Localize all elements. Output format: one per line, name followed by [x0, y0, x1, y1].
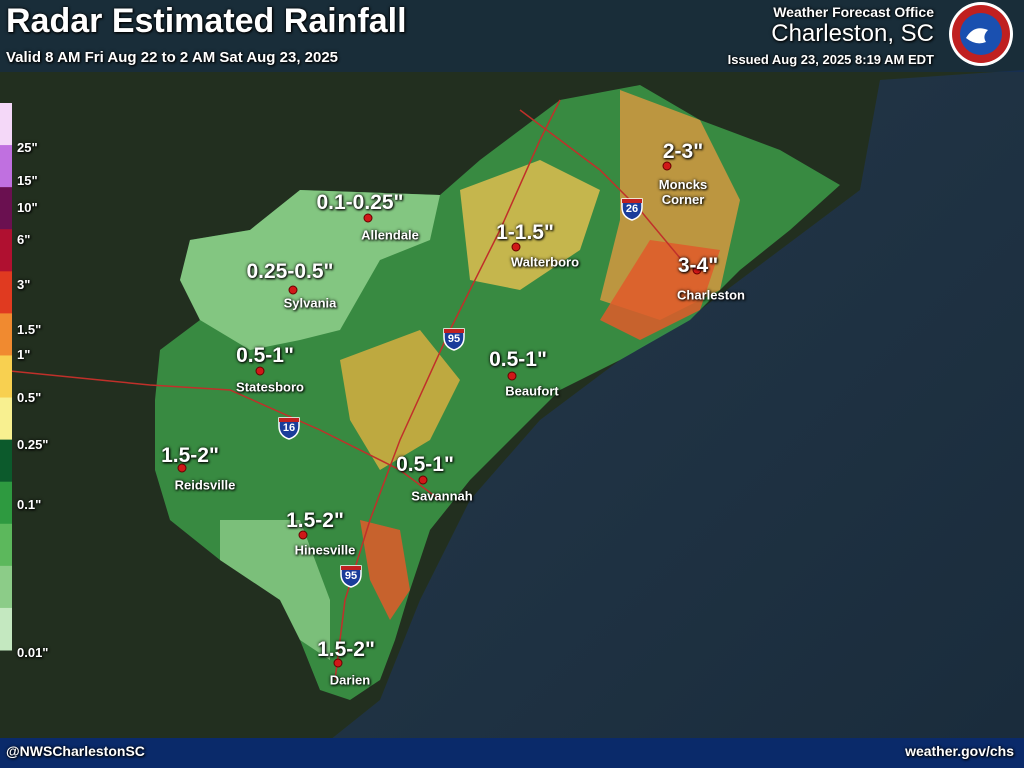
city-dot [288, 285, 298, 295]
legend-swatch [0, 313, 12, 356]
rainfall-amount: 0.5-1" [489, 348, 547, 371]
legend-label: 0.01" [17, 645, 49, 660]
logo-cloud [966, 28, 988, 44]
legend-label: 3" [17, 277, 31, 292]
rainfall-amount: 1.5-2" [286, 509, 344, 532]
legend-swatch [0, 187, 12, 230]
city-name: Savannah [411, 488, 473, 504]
legend-label: 6" [17, 232, 31, 247]
heavy-rain [360, 520, 410, 620]
city-name: Walterboro [510, 254, 580, 270]
interstate-number: 16 [282, 422, 296, 435]
moderate-rain [460, 160, 600, 290]
interstate-shield-top [341, 566, 361, 570]
legend-label: 1" [17, 347, 31, 362]
rainfall-amount: 0.5-1" [236, 344, 294, 367]
rainfall-amount: 0.25-0.5" [246, 260, 334, 283]
rainfall-amount: 3-4" [677, 254, 719, 277]
nws-logo [949, 2, 1013, 66]
social-handle: @NWSCharlestonSC [6, 743, 145, 759]
ocean [330, 70, 1024, 740]
highway [519, 109, 691, 271]
interstate-shield-top [444, 329, 464, 333]
header-band [0, 0, 1024, 72]
interstate-shield [278, 417, 300, 440]
city-dot [692, 265, 702, 275]
office: Weather Forecast Office [773, 4, 934, 20]
legend-label: 10" [17, 200, 38, 215]
rainfall-amount: 1.5-2" [317, 638, 375, 661]
interstate-number: 95 [447, 333, 461, 346]
moderate-rain [340, 330, 460, 470]
rainfall-amount: 1-1.5" [496, 221, 554, 244]
legend-label: 25" [17, 140, 38, 155]
rainfall-amount: 0.1-0.25" [316, 191, 404, 214]
interstate-shield [443, 328, 465, 351]
legend-swatch [0, 397, 12, 441]
title: Radar Estimated Rainfall [6, 2, 407, 40]
interstate-number: 26 [625, 203, 639, 216]
legend-swatch [0, 355, 12, 399]
legend-swatch [0, 271, 12, 314]
heavy-rain [600, 240, 720, 340]
rainfall-amount: 1.5-2" [161, 444, 219, 467]
legend-swatch [0, 607, 12, 651]
city-name: Moncks Corner [658, 177, 708, 207]
city-dot [511, 242, 521, 252]
legend-label: 15" [17, 173, 38, 188]
city-name: Hinesville [294, 542, 356, 558]
legend-label: 0.5" [17, 390, 42, 405]
city-name: Darien [329, 672, 371, 688]
interstate-shield-top [622, 199, 642, 203]
interstate-number: 95 [344, 570, 358, 583]
legend-label: 1.5" [17, 322, 42, 337]
rainfall-amount: 0.5-1" [396, 453, 454, 476]
legend-swatch [0, 523, 12, 567]
legend-swatch [0, 229, 12, 272]
office-location: Charleston, SC [771, 20, 934, 47]
city-name: Allendale [361, 227, 419, 243]
interstate-shield-top [279, 418, 299, 422]
city-dot [507, 371, 517, 381]
legend-swatch [0, 145, 12, 188]
interstate-shield [340, 565, 362, 588]
city-dot [418, 475, 428, 485]
city-name: Sylvania [283, 295, 337, 311]
interstate-shield [621, 198, 643, 221]
city-name: Beaufort [505, 383, 559, 399]
city-dot [333, 658, 343, 668]
legend-swatch [0, 565, 12, 609]
city-name: Statesboro [236, 379, 304, 395]
city-dot [363, 213, 373, 223]
legend-label: 0.25" [17, 437, 49, 452]
legend-label: 0.1" [17, 497, 42, 512]
city-name: Charleston [677, 287, 745, 303]
light-rain [180, 190, 440, 350]
legend-swatch [0, 439, 12, 483]
footer-band [0, 738, 1024, 768]
legend-swatch [0, 103, 12, 146]
issued: Issued Aug 23, 2025 8:19 AM EDT [727, 52, 934, 67]
highway [0, 369, 441, 501]
city-dot [662, 161, 672, 171]
city-dot [177, 463, 187, 473]
rainfall-amount: 2-3" [662, 140, 704, 163]
light-rain [220, 520, 330, 660]
legend-swatch [0, 481, 12, 525]
city-name: Reidsville [174, 477, 236, 493]
city-dot [255, 366, 265, 376]
website: weather.gov/chs [905, 743, 1014, 759]
subtitle: Valid 8 AM Fri Aug 22 to 2 AM Sat Aug 23… [6, 49, 339, 66]
marks [0, 103, 702, 668]
city-dot [298, 530, 308, 540]
